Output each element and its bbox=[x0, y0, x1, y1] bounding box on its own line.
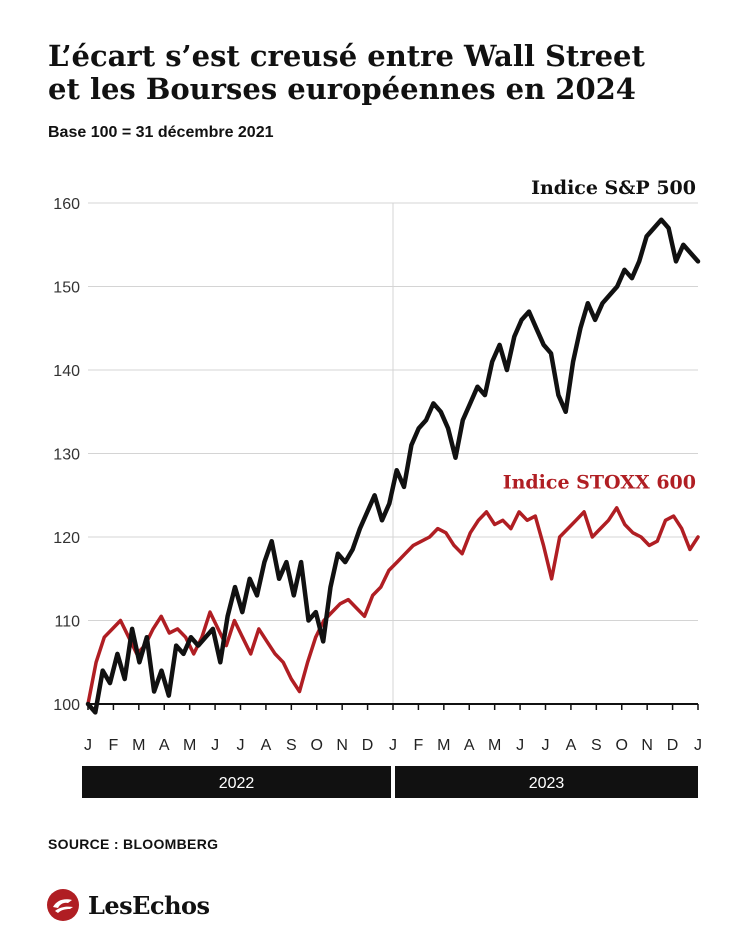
x-tick-label: M bbox=[437, 737, 450, 754]
brand-logo: LesEchos bbox=[46, 888, 210, 922]
x-tick-label: O bbox=[311, 737, 323, 754]
y-tick-label: 100 bbox=[53, 697, 80, 714]
x-tick-label: A bbox=[566, 737, 577, 754]
x-tick-label: J bbox=[694, 737, 702, 754]
source-note: SOURCE : BLOOMBERG bbox=[48, 836, 219, 852]
x-tick-label: J bbox=[237, 737, 245, 754]
chart-title-line-1: L’écart s’est creusé entre Wall Street bbox=[48, 39, 645, 73]
x-tick-label: S bbox=[286, 737, 297, 754]
x-tick-label: N bbox=[641, 737, 653, 754]
x-tick-label: N bbox=[336, 737, 348, 754]
les-echos-logo-icon bbox=[47, 889, 79, 921]
x-tick-label: D bbox=[667, 737, 679, 754]
y-tick-label: 120 bbox=[53, 530, 80, 547]
sp500-series-line bbox=[85, 217, 701, 715]
year-label: 2022 bbox=[219, 775, 255, 792]
x-tick-label: O bbox=[616, 737, 628, 754]
year-label: 2023 bbox=[529, 775, 565, 792]
y-tick-label: 140 bbox=[53, 363, 80, 380]
x-tick-label: S bbox=[591, 737, 602, 754]
x-tick-label: D bbox=[362, 737, 374, 754]
sp500-series-label: Indice S&P 500 bbox=[531, 177, 696, 199]
x-tick-label: M bbox=[132, 737, 145, 754]
x-tick-label: J bbox=[211, 737, 219, 754]
y-tick-label: 130 bbox=[53, 447, 80, 464]
x-tick-label: A bbox=[464, 737, 475, 754]
x-tick-label: J bbox=[389, 737, 397, 754]
brand-name: LesEchos bbox=[88, 890, 210, 920]
y-tick-label: 160 bbox=[53, 196, 80, 213]
x-tick-label: J bbox=[516, 737, 524, 754]
year-band bbox=[82, 766, 391, 798]
stoxx600-series-label: Indice STOXX 600 bbox=[503, 472, 696, 494]
x-tick-label: M bbox=[488, 737, 501, 754]
chart-title: L’écart s’est creusé entre Wall Street e… bbox=[48, 40, 728, 106]
year-band bbox=[395, 766, 698, 798]
chart-title-line-2: et les Bourses européennes en 2024 bbox=[48, 72, 636, 106]
x-tick-label: F bbox=[414, 737, 424, 754]
chart-subtitle: Base 100 = 31 décembre 2021 bbox=[48, 124, 274, 141]
y-tick-label: 110 bbox=[54, 614, 80, 631]
x-tick-label: J bbox=[542, 737, 550, 754]
x-tick-label: A bbox=[159, 737, 170, 754]
y-tick-label: 150 bbox=[53, 280, 80, 297]
x-tick-label: M bbox=[183, 737, 196, 754]
x-tick-label: A bbox=[261, 737, 272, 754]
x-tick-label: F bbox=[109, 737, 119, 754]
x-tick-label: J bbox=[84, 737, 92, 754]
